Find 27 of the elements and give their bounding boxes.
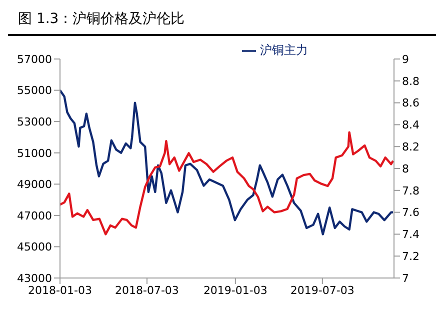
x-tick-label: 2019-07-03 bbox=[290, 284, 354, 297]
legend-label: 沪铜主力 bbox=[260, 43, 308, 57]
y2-tick-label: 8.8 bbox=[402, 74, 420, 88]
y2-tick-label: 7.2 bbox=[402, 250, 420, 264]
line-series bbox=[60, 131, 394, 236]
x-tick-label: 2018-07-03 bbox=[115, 284, 179, 297]
line-series bbox=[60, 89, 394, 236]
y-tick-label: 55000 bbox=[17, 84, 52, 98]
y-tick-label: 53000 bbox=[17, 115, 52, 128]
chart-title: 图 1.3：沪铜价格及沪伦比 bbox=[8, 8, 436, 36]
y-tick-label: 45000 bbox=[17, 240, 52, 254]
x-tick-label: 2019-01-03 bbox=[203, 284, 268, 297]
y2-tick-label: 7.4 bbox=[402, 228, 420, 242]
y2-tick-label: 7.6 bbox=[402, 206, 420, 220]
y2-tick-label: 9 bbox=[402, 52, 409, 66]
y-tick-label: 49000 bbox=[17, 178, 52, 192]
y-tick-label: 51000 bbox=[17, 146, 52, 160]
y2-tick-label: 8.6 bbox=[402, 96, 420, 110]
y2-tick-label: 8.4 bbox=[402, 118, 420, 132]
x-tick-label: 2018-01-03 bbox=[28, 284, 92, 297]
y-tick-label: 57000 bbox=[17, 52, 52, 66]
y2-tick-label: 8 bbox=[402, 162, 409, 176]
y2-tick-label: 7 bbox=[402, 272, 409, 285]
y-tick-label: 43000 bbox=[17, 272, 52, 285]
y2-tick-label: 8.2 bbox=[402, 140, 420, 154]
y2-tick-label: 7.8 bbox=[402, 184, 420, 198]
y-tick-label: 47000 bbox=[17, 209, 52, 222]
